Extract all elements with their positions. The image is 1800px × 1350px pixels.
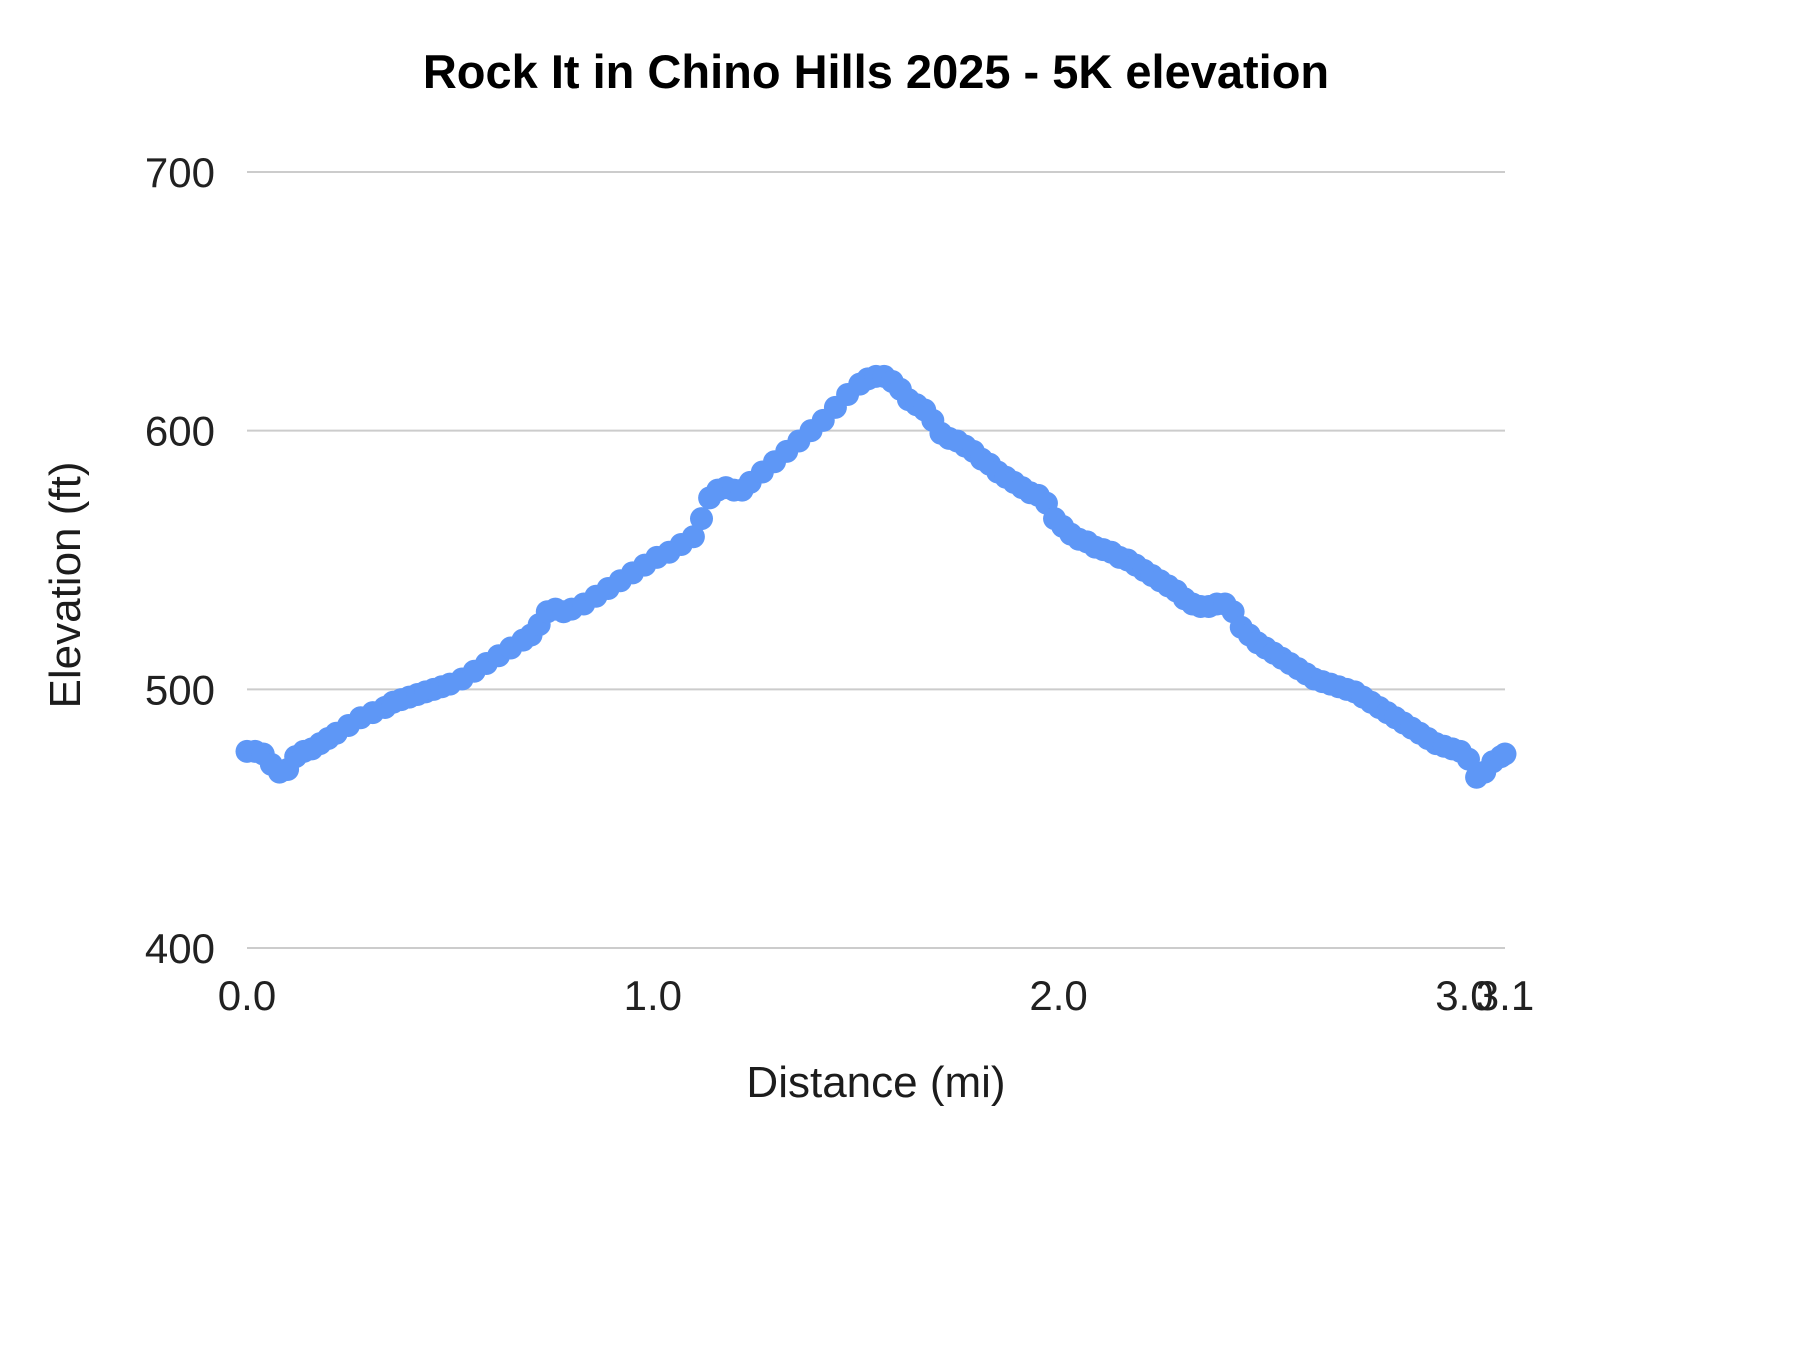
y-tick-label: 500: [145, 666, 215, 713]
data-point: [1456, 747, 1480, 771]
x-tick-label: 3.1: [1476, 972, 1534, 1019]
x-tick-label: 2.0: [1029, 972, 1087, 1019]
x-tick-label: 0.0: [218, 972, 276, 1019]
data-point: [690, 507, 714, 531]
x-axis-title: Distance (mi): [746, 1058, 1006, 1107]
x-tick-label: 1.0: [624, 972, 682, 1019]
chart-title: Rock It in Chino Hills 2025 - 5K elevati…: [422, 45, 1330, 98]
data-point: [1493, 742, 1517, 766]
y-tick-label: 400: [145, 925, 215, 972]
y-tick-label: 600: [145, 408, 215, 455]
data-point: [681, 525, 705, 549]
x-tick-label: 3.0: [1435, 972, 1493, 1019]
y-tick-label: 700: [145, 149, 215, 196]
